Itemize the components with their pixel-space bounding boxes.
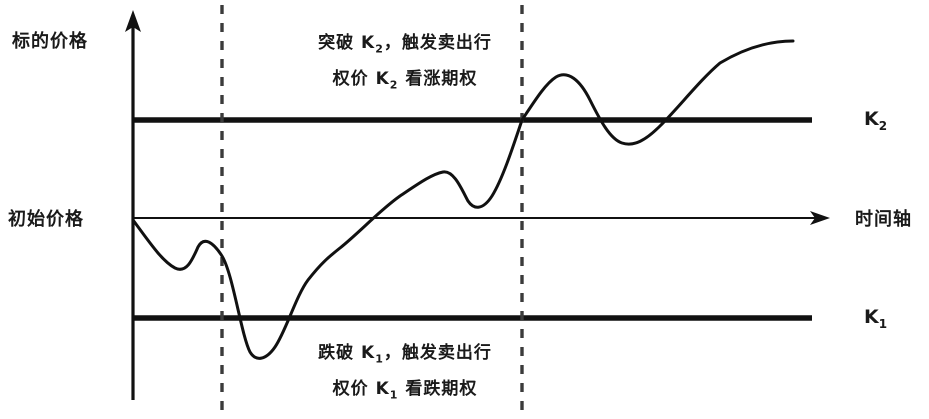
lower-line1-sub: 1 (375, 352, 384, 366)
x-axis-baseline (133, 211, 830, 225)
lower-annotation-line1: 跌破 K1，触发卖出行 (280, 338, 530, 374)
k2-level-label: K2 (864, 108, 887, 133)
upper-line2-post: 看涨期权 (398, 69, 478, 90)
upper-line2-sub: 2 (389, 78, 399, 92)
upper-line1-post: ，触发卖出行 (383, 33, 492, 53)
lower-annotation: 跌破 K1，触发卖出行 权价 K1 看跌期权 (280, 338, 530, 411)
k1-subscript: 1 (878, 316, 888, 331)
initial-price-label: 初始价格 (8, 209, 84, 230)
k2-letter: K (864, 108, 879, 130)
y-axis-label: 标的价格 (12, 31, 88, 52)
k1-level-label: K1 (864, 306, 887, 331)
upper-annotation-line2: 权价 K2 看涨期权 (280, 64, 530, 100)
upper-line1-sub: 2 (375, 42, 384, 56)
price-path-curve (131, 39, 795, 360)
upper-line1-pre: 突破 K (318, 33, 376, 53)
upper-line2-pre: 权价 K (332, 69, 390, 90)
lower-line2-sub: 1 (389, 388, 399, 402)
lower-line2-post: 看跌期权 (398, 379, 478, 400)
y-axis (125, 10, 141, 400)
upper-annotation-line1: 突破 K2，触发卖出行 (280, 28, 530, 64)
k1-letter: K (864, 306, 879, 328)
lower-line2-pre: 权价 K (332, 379, 390, 400)
lower-line1-post: ，触发卖出行 (383, 343, 492, 363)
upper-annotation: 突破 K2，触发卖出行 权价 K2 看涨期权 (280, 28, 530, 101)
time-axis-label: 时间轴 (855, 209, 912, 230)
k2-subscript: 2 (878, 118, 888, 133)
lower-annotation-line2: 权价 K1 看跌期权 (280, 374, 530, 410)
lower-line1-pre: 跌破 K (318, 343, 376, 363)
